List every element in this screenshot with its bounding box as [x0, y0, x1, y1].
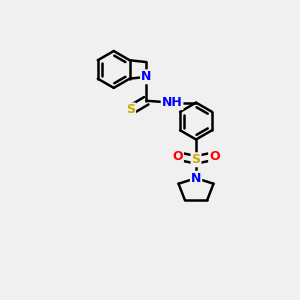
Text: NH: NH	[162, 96, 182, 109]
Text: O: O	[172, 150, 183, 163]
Text: S: S	[191, 153, 200, 166]
Text: N: N	[191, 172, 201, 185]
Text: O: O	[209, 150, 220, 163]
Text: N: N	[141, 70, 152, 83]
Text: S: S	[126, 103, 135, 116]
